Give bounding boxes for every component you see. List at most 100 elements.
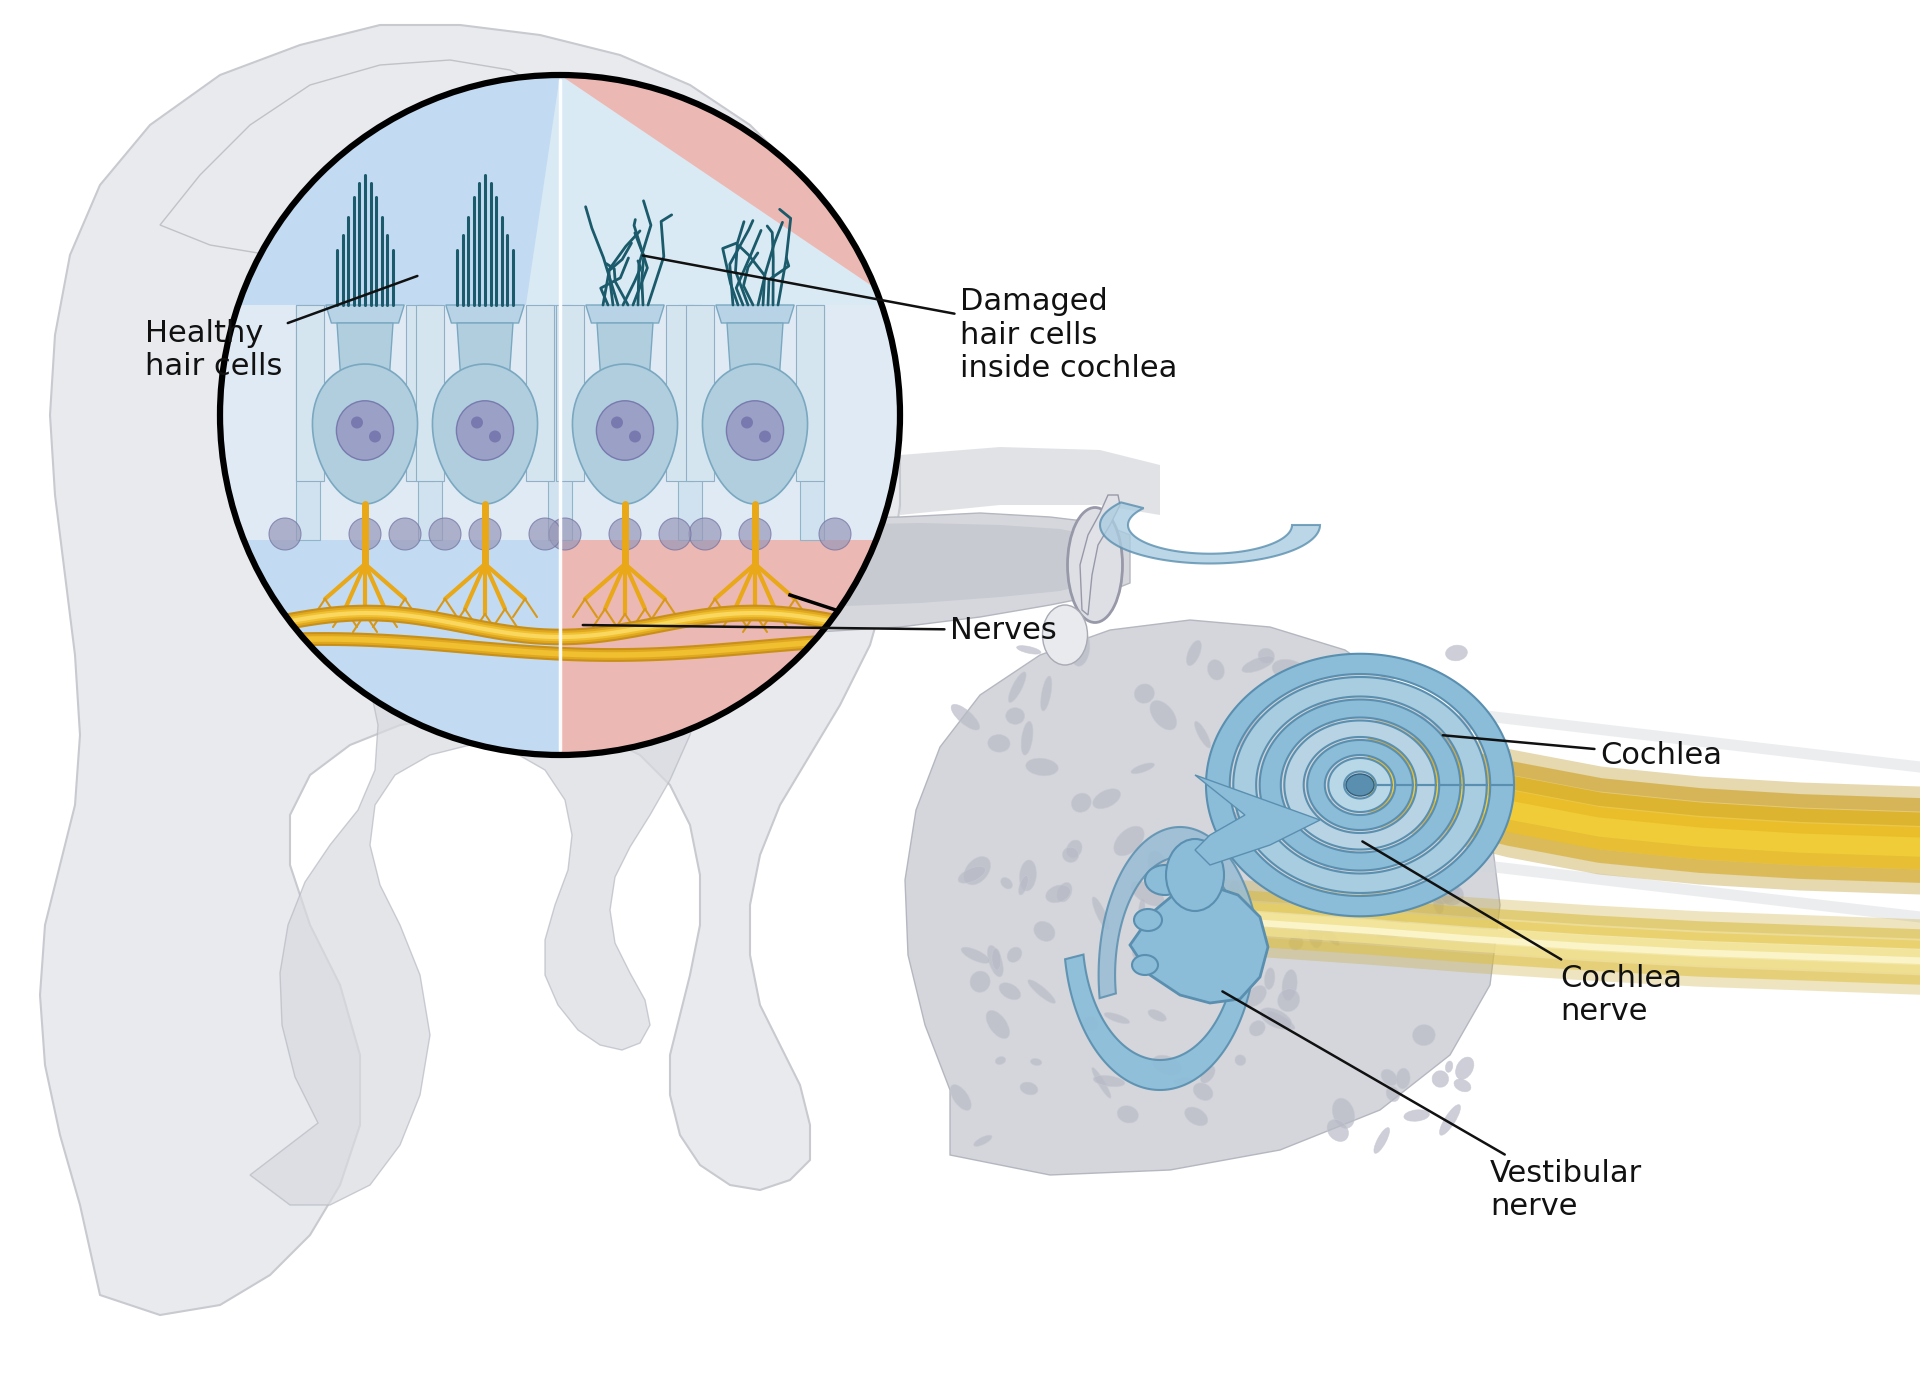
Polygon shape xyxy=(685,305,714,481)
Ellipse shape xyxy=(1432,1071,1448,1088)
Ellipse shape xyxy=(336,400,394,461)
Polygon shape xyxy=(561,76,900,755)
Polygon shape xyxy=(221,76,561,755)
Ellipse shape xyxy=(1432,886,1459,905)
Ellipse shape xyxy=(1135,909,1162,931)
Ellipse shape xyxy=(1413,1024,1436,1045)
Ellipse shape xyxy=(1304,799,1332,818)
Polygon shape xyxy=(230,540,891,755)
Ellipse shape xyxy=(962,947,989,964)
Ellipse shape xyxy=(1148,1009,1165,1022)
Ellipse shape xyxy=(1194,1084,1213,1100)
Ellipse shape xyxy=(1187,641,1202,666)
Polygon shape xyxy=(797,305,824,481)
Ellipse shape xyxy=(1020,859,1037,891)
Ellipse shape xyxy=(1446,645,1467,661)
Ellipse shape xyxy=(1020,876,1029,895)
Polygon shape xyxy=(900,447,1160,516)
Ellipse shape xyxy=(1092,1067,1112,1099)
Polygon shape xyxy=(313,364,417,505)
Ellipse shape xyxy=(1152,1055,1181,1075)
Ellipse shape xyxy=(1219,972,1246,991)
Text: Vestibular
nerve: Vestibular nerve xyxy=(1223,991,1642,1221)
Ellipse shape xyxy=(1223,813,1244,842)
Polygon shape xyxy=(678,305,703,540)
Ellipse shape xyxy=(597,400,653,461)
Ellipse shape xyxy=(1288,936,1304,950)
Text: Cochlea
nerve: Cochlea nerve xyxy=(1363,842,1682,1026)
Ellipse shape xyxy=(1390,818,1413,844)
Ellipse shape xyxy=(1375,917,1409,939)
Polygon shape xyxy=(1233,676,1486,892)
Ellipse shape xyxy=(1359,653,1377,670)
Polygon shape xyxy=(666,305,693,481)
Ellipse shape xyxy=(758,430,772,443)
Ellipse shape xyxy=(1008,672,1025,703)
Circle shape xyxy=(221,76,900,755)
Polygon shape xyxy=(221,305,900,540)
Ellipse shape xyxy=(659,518,691,550)
Ellipse shape xyxy=(1332,1099,1356,1129)
Ellipse shape xyxy=(1361,890,1382,902)
Ellipse shape xyxy=(390,518,420,550)
Ellipse shape xyxy=(1150,700,1177,730)
Ellipse shape xyxy=(1442,788,1453,799)
Circle shape xyxy=(221,76,900,755)
Ellipse shape xyxy=(1417,668,1430,688)
Ellipse shape xyxy=(468,518,501,550)
Polygon shape xyxy=(1066,935,1256,1090)
Ellipse shape xyxy=(1200,1066,1215,1084)
Ellipse shape xyxy=(1283,969,1298,1001)
Polygon shape xyxy=(526,305,555,481)
Ellipse shape xyxy=(1440,1104,1461,1136)
Ellipse shape xyxy=(1185,949,1198,978)
Ellipse shape xyxy=(1167,912,1183,939)
Ellipse shape xyxy=(1455,1057,1475,1079)
Ellipse shape xyxy=(1066,840,1083,858)
Ellipse shape xyxy=(1417,715,1427,729)
Ellipse shape xyxy=(269,518,301,550)
Polygon shape xyxy=(40,25,900,1314)
Ellipse shape xyxy=(1188,908,1204,924)
Ellipse shape xyxy=(987,1011,1010,1038)
Ellipse shape xyxy=(970,971,991,993)
Ellipse shape xyxy=(1016,646,1041,654)
Ellipse shape xyxy=(549,518,582,550)
Polygon shape xyxy=(1308,740,1413,830)
Polygon shape xyxy=(801,305,824,540)
Polygon shape xyxy=(703,364,808,505)
Ellipse shape xyxy=(1139,899,1144,917)
Ellipse shape xyxy=(1267,1012,1294,1030)
Ellipse shape xyxy=(1236,716,1265,748)
Ellipse shape xyxy=(820,518,851,550)
Ellipse shape xyxy=(1046,886,1071,903)
Ellipse shape xyxy=(1021,722,1033,755)
Ellipse shape xyxy=(1071,793,1091,813)
Polygon shape xyxy=(326,305,405,323)
Ellipse shape xyxy=(1173,1078,1190,1085)
Ellipse shape xyxy=(457,400,515,461)
Ellipse shape xyxy=(1258,648,1275,663)
Text: Damaged
hair cells
inside cochlea: Damaged hair cells inside cochlea xyxy=(643,256,1177,384)
Ellipse shape xyxy=(958,866,985,883)
Ellipse shape xyxy=(609,518,641,550)
Ellipse shape xyxy=(490,430,501,443)
Ellipse shape xyxy=(1031,1059,1043,1066)
Polygon shape xyxy=(716,305,795,323)
Ellipse shape xyxy=(1033,921,1054,942)
Ellipse shape xyxy=(1235,1055,1246,1066)
Polygon shape xyxy=(1100,502,1321,564)
Ellipse shape xyxy=(1375,1128,1390,1154)
Ellipse shape xyxy=(1308,918,1323,949)
Ellipse shape xyxy=(1144,865,1185,895)
Ellipse shape xyxy=(1425,859,1442,873)
Ellipse shape xyxy=(1229,881,1240,892)
Polygon shape xyxy=(904,620,1500,1176)
Text: Healthy
hair cells: Healthy hair cells xyxy=(146,276,417,381)
Ellipse shape xyxy=(998,983,1021,1000)
Ellipse shape xyxy=(987,946,1004,976)
Ellipse shape xyxy=(950,1085,972,1111)
Ellipse shape xyxy=(1020,1082,1039,1094)
Ellipse shape xyxy=(1332,840,1356,872)
Ellipse shape xyxy=(1404,1110,1428,1121)
